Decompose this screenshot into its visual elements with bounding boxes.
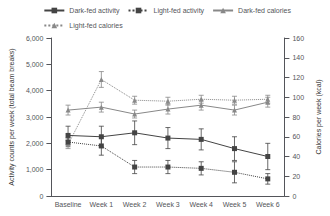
svg-text:60: 60 (292, 133, 300, 140)
svg-text:1,000: 1,000 (26, 166, 44, 173)
svg-text:160: 160 (292, 35, 304, 42)
svg-text:120: 120 (292, 74, 304, 81)
svg-text:3,000: 3,000 (26, 114, 44, 121)
svg-text:Dark-fed calories: Dark-fed calories (238, 7, 291, 14)
svg-text:Calories per week (kcal): Calories per week (kcal) (315, 79, 323, 154)
svg-text:Light-fed activity: Light-fed activity (154, 7, 205, 15)
svg-text:Light-fed calories: Light-fed calories (69, 22, 123, 30)
svg-text:80: 80 (292, 114, 300, 121)
svg-text:4,000: 4,000 (26, 87, 44, 94)
svg-text:Week 1: Week 1 (90, 201, 114, 208)
svg-text:Week 4: Week 4 (189, 201, 213, 208)
svg-text:0: 0 (40, 193, 44, 200)
svg-text:6,000: 6,000 (26, 35, 44, 42)
svg-text:20: 20 (292, 173, 300, 180)
svg-text:140: 140 (292, 54, 304, 61)
svg-text:Week 2: Week 2 (123, 201, 147, 208)
svg-text:40: 40 (292, 153, 300, 160)
svg-text:Dark-fed activity: Dark-fed activity (69, 7, 120, 15)
svg-text:Activity counts per week (tota: Activity counts per week (total beam bre… (8, 48, 16, 185)
svg-text:100: 100 (292, 94, 304, 101)
svg-text:0: 0 (292, 193, 296, 200)
svg-text:2,000: 2,000 (26, 140, 44, 147)
svg-text:Week 3: Week 3 (156, 201, 180, 208)
svg-text:Week 5: Week 5 (223, 201, 247, 208)
svg-text:Week 6: Week 6 (256, 201, 280, 208)
svg-text:Baseline: Baseline (55, 201, 82, 208)
svg-text:5,000: 5,000 (26, 61, 44, 68)
